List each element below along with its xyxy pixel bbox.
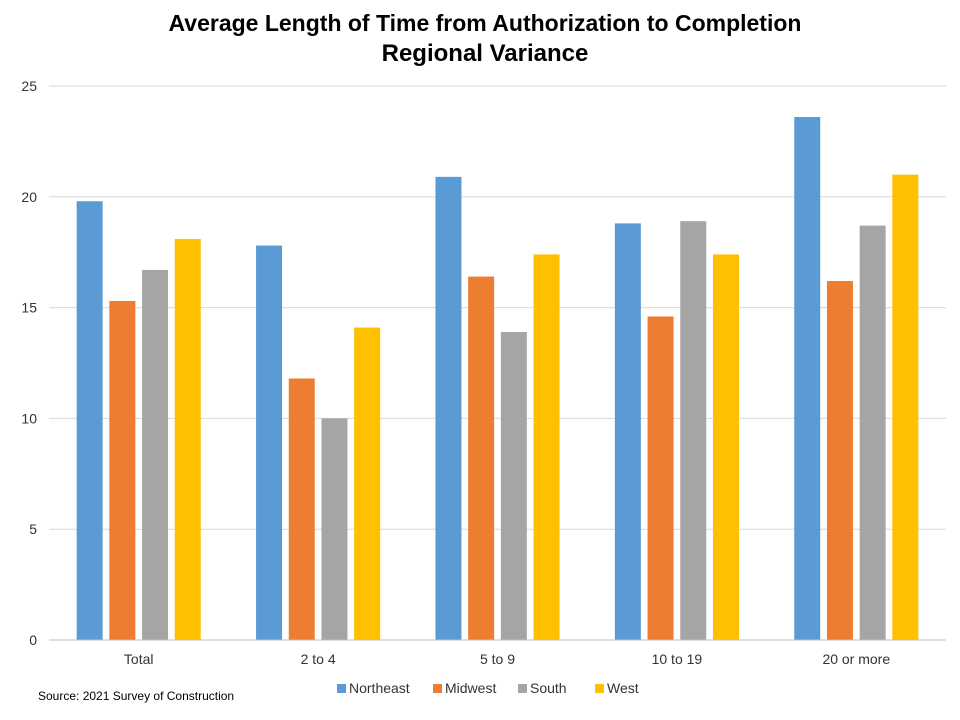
legend: Northeast Midwest South West	[337, 680, 639, 696]
legend-swatch	[595, 684, 604, 693]
bar	[174, 238, 201, 641]
y-tick-label: 20	[21, 189, 37, 205]
bar	[892, 174, 919, 640]
legend-swatch	[518, 684, 527, 693]
bar	[76, 201, 103, 640]
bar	[533, 254, 560, 640]
legend-label: West	[607, 680, 639, 696]
y-tick-label: 10	[21, 410, 37, 426]
bar	[354, 327, 381, 640]
bar	[142, 269, 169, 640]
bar	[647, 316, 674, 640]
source-note: Source: 2021 Survey of Construction	[38, 689, 235, 703]
bar	[256, 245, 283, 640]
chart-subtitle: Regional Variance	[381, 40, 589, 67]
y-tick-label: 25	[21, 78, 37, 94]
legend-label: South	[530, 680, 567, 696]
x-tick-label: 20 or more	[822, 651, 890, 667]
chart-title: Average Length of Time from Authorizatio…	[168, 10, 802, 36]
x-tick-label: 10 to 19	[652, 651, 703, 667]
bar	[468, 276, 495, 640]
axes: 0 5 10 15 20 25 Total 2 to 4 5 to 9 10 to 19 20 or…	[21, 78, 946, 667]
legend-swatch	[337, 684, 346, 693]
y-tick-label: 5	[29, 521, 37, 537]
bar	[794, 117, 821, 641]
bar	[435, 176, 462, 640]
bar	[321, 418, 348, 640]
legend-label: Northeast	[349, 680, 410, 696]
legend-swatch	[433, 684, 442, 693]
legend-label: Midwest	[445, 680, 496, 696]
x-tick-label: 2 to 4	[301, 651, 336, 667]
bar	[680, 221, 707, 640]
x-tick-label: 5 to 9	[480, 651, 515, 667]
bar	[614, 223, 641, 640]
bars	[76, 117, 919, 641]
bar	[288, 378, 315, 640]
bar	[712, 254, 739, 640]
bar	[109, 300, 136, 640]
y-tick-label: 0	[29, 632, 37, 648]
x-tick-label: Total	[124, 651, 154, 667]
y-tick-label: 15	[21, 300, 37, 316]
bar	[500, 331, 527, 640]
bar	[826, 281, 853, 640]
bar	[859, 225, 886, 640]
